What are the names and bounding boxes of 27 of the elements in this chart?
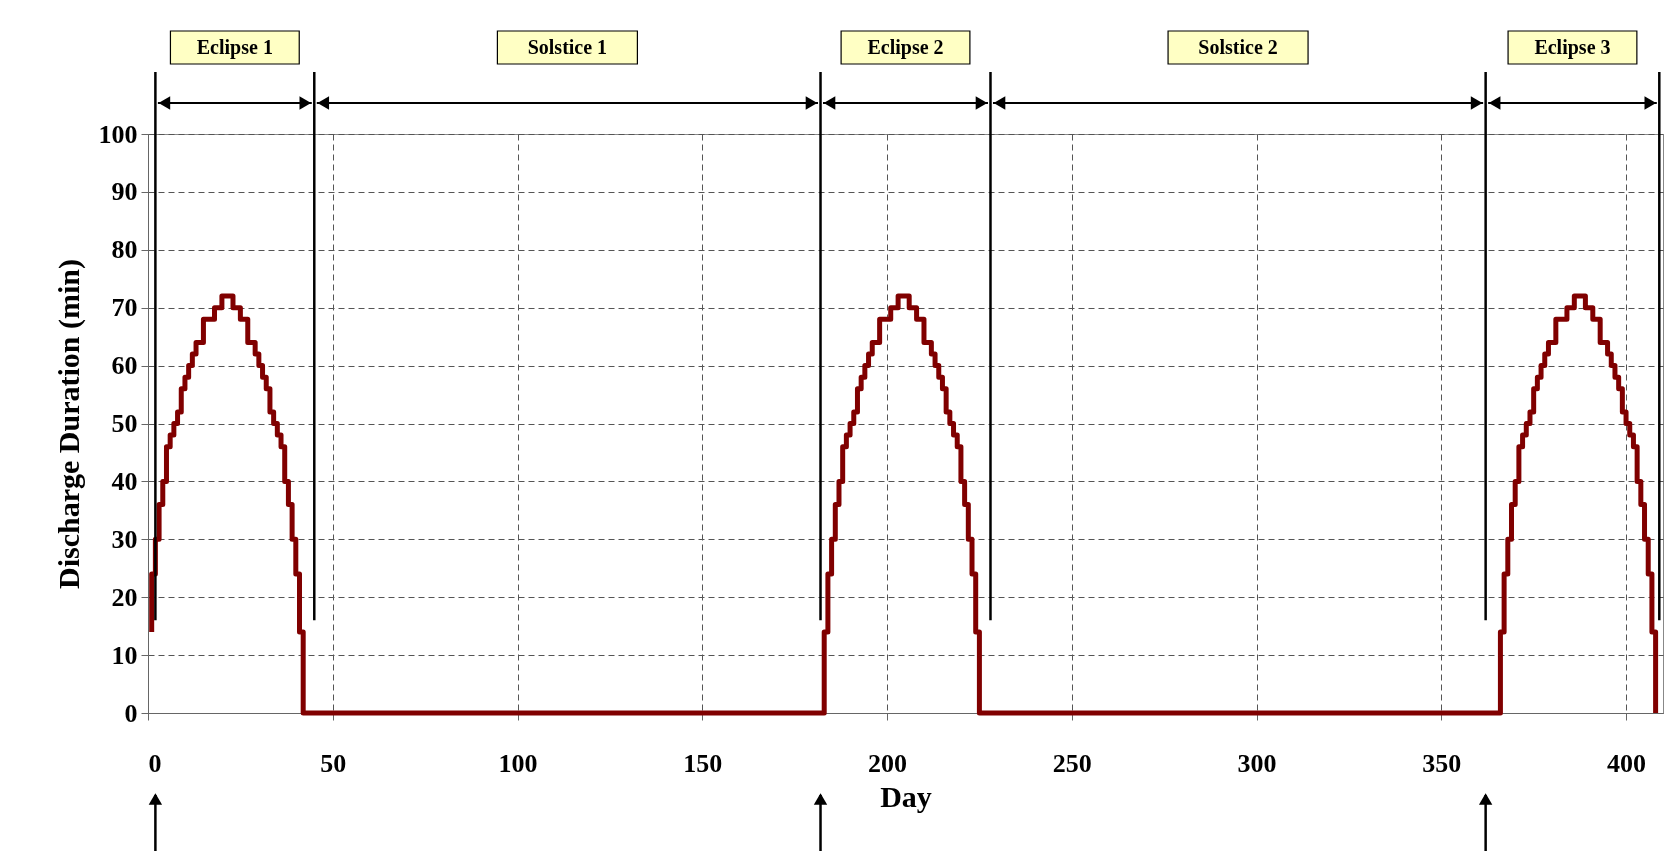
text: Eclipse 3 [1534, 36, 1611, 59]
x-tick-label: 400 [1607, 748, 1647, 778]
x-tick-label: 200 [868, 748, 908, 778]
text: Eclipse 2 [867, 36, 944, 59]
y-tick-label: 40 [111, 466, 138, 496]
x-tick-label: 0 [148, 748, 162, 778]
y-tick-label: 50 [111, 409, 138, 438]
y-tick-label: 10 [111, 640, 138, 670]
y-tick-label: 20 [111, 582, 138, 612]
text: Eclipse 1 [196, 36, 273, 59]
y-tick-label: 30 [111, 524, 138, 554]
text: Solstice 1 [527, 36, 608, 58]
x-tick-label: 350 [1422, 748, 1462, 778]
x-tick-label: 50 [320, 748, 347, 778]
y-tick-label: 0 [124, 698, 138, 728]
text: Solstice 2 [1198, 36, 1278, 58]
x-tick-label: 250 [1052, 748, 1092, 778]
y-tick-label: 60 [111, 351, 138, 381]
x-axis-title: Day [880, 779, 932, 813]
x-tick-label: 150 [683, 748, 723, 778]
y-tick-label: 90 [111, 177, 138, 207]
y-tick-label: 100 [98, 119, 138, 149]
y-tick-label: 80 [111, 235, 138, 265]
x-tick-label: 100 [498, 748, 538, 778]
x-tick-label: 300 [1237, 748, 1277, 778]
y-axis-title: Discharge Duration (min) [51, 259, 86, 589]
y-tick-label: 70 [111, 293, 138, 323]
